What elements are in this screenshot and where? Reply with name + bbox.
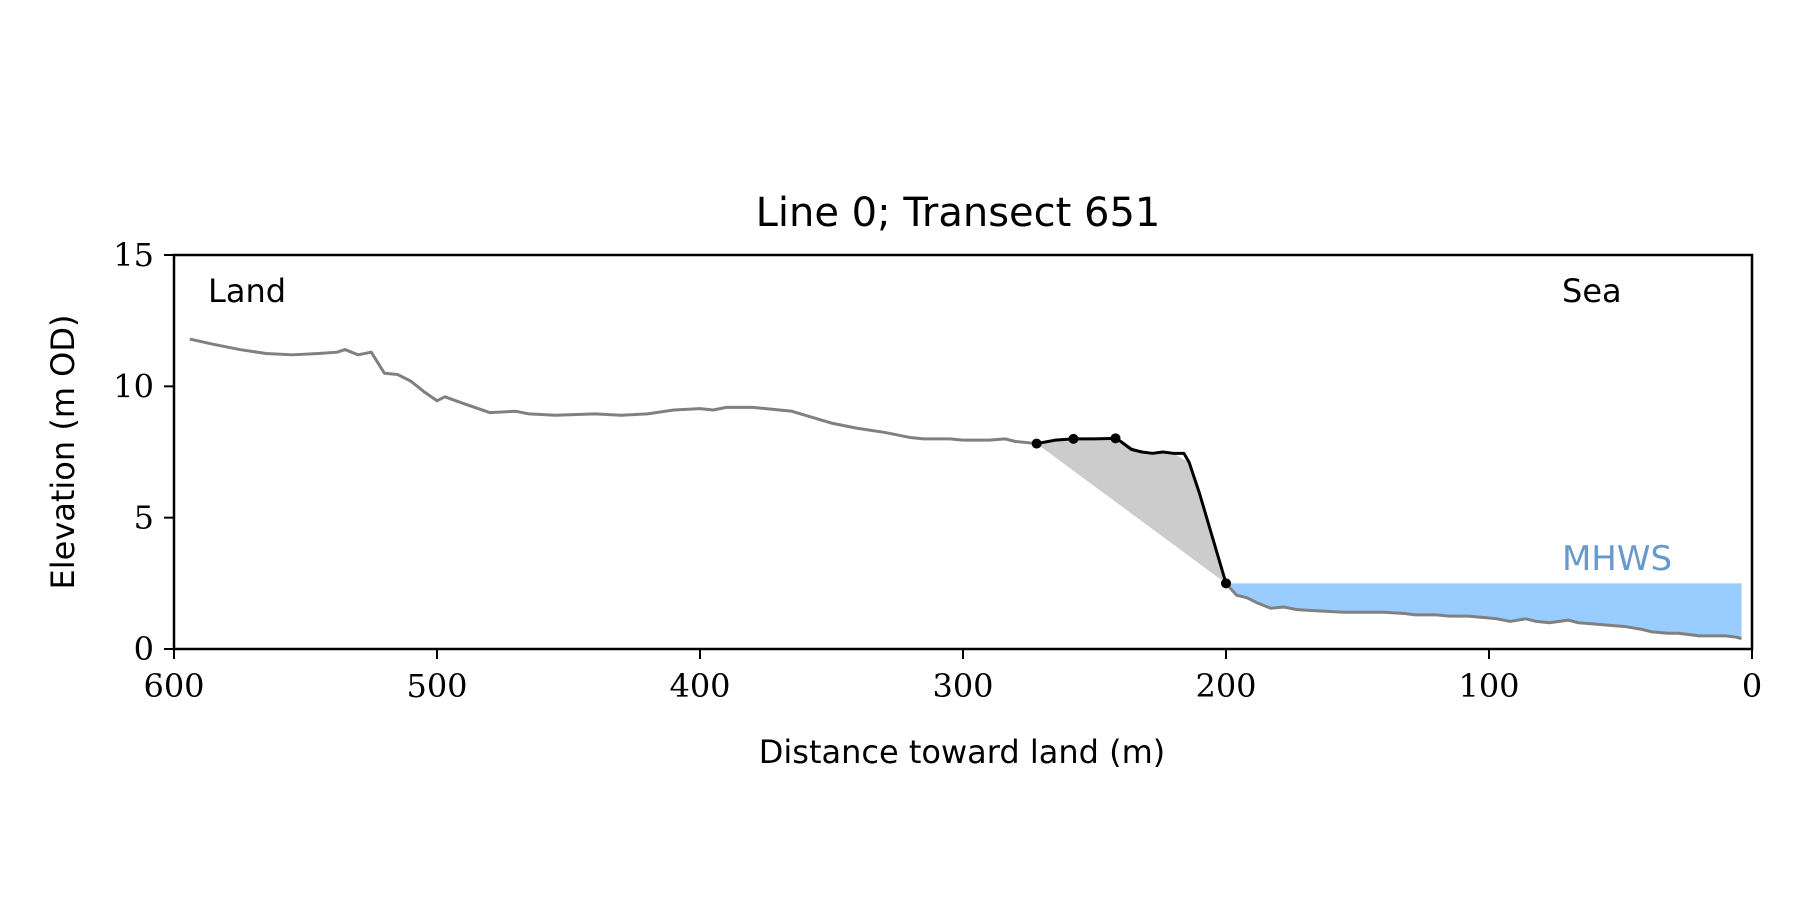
y-axis-ticks: 0 5 10 15 — [113, 236, 174, 668]
x-tick-label: 0 — [1742, 667, 1762, 705]
mhws-label: MHWS — [1562, 539, 1672, 579]
plot-area — [189, 337, 1742, 640]
cliff-profile-line — [1036, 436, 1228, 584]
x-tick-label: 300 — [932, 667, 993, 705]
cliff-marker-point — [1068, 433, 1079, 444]
land-label: Land — [208, 272, 286, 310]
cliff-shaded-area — [1036, 438, 1226, 584]
x-tick-label: 200 — [1195, 667, 1256, 705]
x-tick-label: 100 — [1458, 667, 1519, 705]
y-axis-label: Elevation (m OD) — [44, 315, 82, 590]
x-tick-label: 400 — [669, 667, 730, 705]
x-axis-label: Distance toward land (m) — [759, 733, 1165, 771]
cliff-marker-point — [1110, 433, 1121, 444]
y-tick-label: 10 — [113, 367, 154, 405]
cliff-marker-point — [1221, 578, 1231, 589]
cliff-marker-point — [1031, 438, 1042, 449]
y-tick-label: 15 — [113, 236, 154, 274]
sea-label: Sea — [1562, 272, 1622, 310]
backshore-profile-line — [189, 337, 1037, 446]
y-tick-label: 0 — [134, 630, 154, 668]
chart-title: Line 0; Transect 651 — [756, 190, 1161, 236]
x-tick-label: 500 — [406, 667, 467, 705]
foreshore-profile-line — [1224, 582, 1742, 640]
x-tick-label: 600 — [143, 667, 204, 705]
x-axis-ticks: 600 500 400 300 200 100 0 — [143, 649, 1762, 705]
y-tick-label: 5 — [134, 499, 154, 537]
